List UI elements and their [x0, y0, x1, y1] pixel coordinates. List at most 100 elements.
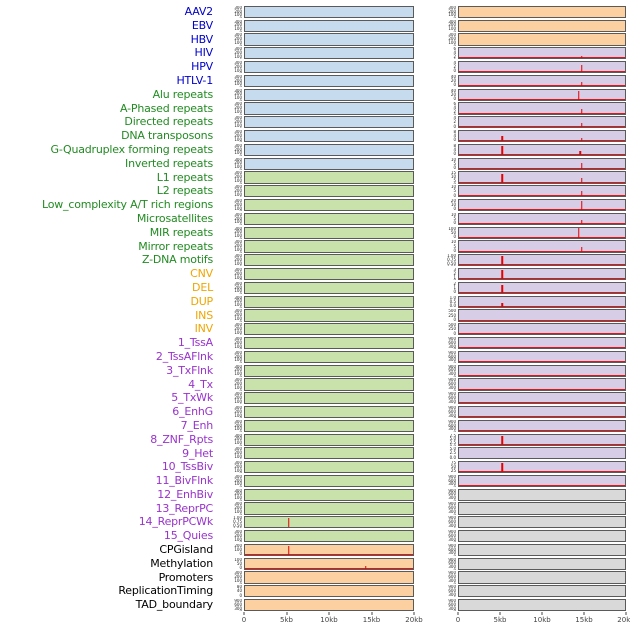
y-tick-label: 100: [234, 481, 242, 487]
y-tick-label: 0: [239, 210, 242, 211]
signal-spike: [501, 146, 503, 155]
y-tick-label: 900: [448, 336, 456, 341]
y-tick-label: 900: [448, 516, 456, 521]
y-tick-label: 6: [453, 47, 456, 52]
x-tick-mark: [583, 612, 585, 615]
signal-spike: [581, 162, 583, 169]
right-track-panel: [458, 364, 626, 377]
column-gap: [414, 46, 432, 60]
y-tick-label: 0: [239, 362, 242, 363]
y-tick-label: 4: [453, 146, 456, 152]
column-gap: [414, 336, 432, 350]
y-tick-label: 300: [448, 371, 456, 377]
track-row: 8_ZNF_Rpts30020010007.55.02.50.0: [0, 433, 630, 447]
y-tick-label: 100: [234, 53, 242, 59]
y-tick-label: 0: [453, 330, 456, 336]
y-tick-label: 0: [239, 417, 242, 418]
y-tick-label: 0: [239, 486, 242, 487]
right-track-panel: [458, 295, 626, 308]
y-tick-label: 900: [448, 557, 456, 562]
y-tick-label: 5: [453, 177, 456, 183]
y-tick-label: 0: [453, 82, 456, 87]
right-track-panel: [458, 488, 626, 501]
signal-baseline: [459, 361, 625, 362]
track-row: DEL3002001000210: [0, 281, 630, 295]
y-tick-label: 300: [448, 426, 456, 432]
x-tick-label: 20kb: [405, 616, 423, 625]
y-tick-label: 200: [234, 105, 242, 111]
y-tick-label: 7.5: [449, 433, 456, 438]
right-y-axis-ticks: 10 5 0: [432, 213, 458, 225]
y-tick-label: 100: [234, 136, 242, 142]
y-tick-label: 0.0: [450, 444, 456, 445]
y-tick-label: 300: [234, 350, 242, 355]
right-track-panel: [458, 226, 626, 239]
left-y-axis-ticks: 3002001000: [216, 102, 244, 114]
y-tick-label: 100: [234, 453, 242, 459]
track-row: MIR repeats3002001000100500: [0, 226, 630, 240]
track-label: Promoters: [158, 570, 214, 584]
left-track-panel: [244, 295, 414, 308]
y-tick-label: 50: [450, 464, 456, 470]
signal-spike: [501, 463, 503, 473]
y-tick-label: 100: [234, 67, 242, 73]
left-track-panel: [244, 212, 414, 225]
signal-spike: [581, 123, 583, 128]
y-tick-label: 0: [453, 164, 456, 170]
left-y-axis-ticks: 3002001000: [216, 447, 244, 459]
y-tick-label: 0: [239, 113, 242, 114]
y-tick-label: 100: [234, 384, 242, 390]
y-tick-label: 0: [453, 279, 456, 280]
y-tick-label: 300: [234, 488, 242, 493]
y-tick-label: 0: [239, 592, 242, 598]
y-tick-label: 200: [234, 477, 242, 483]
right-track-panel: [458, 336, 626, 350]
signal-baseline: [459, 443, 625, 445]
left-track-panel: [244, 226, 414, 239]
y-tick-label: 100: [234, 246, 242, 252]
track-label: Microsatellites: [136, 211, 213, 225]
y-tick-label: 0: [239, 293, 242, 294]
y-tick-label: 100: [234, 122, 242, 128]
left-track-panel: [244, 171, 414, 184]
y-tick-label: 100: [448, 39, 456, 45]
left-y-axis-ticks: 80 40 0: [216, 585, 244, 597]
track-label: 11_BivFlnk: [155, 474, 214, 488]
left-track-panel: [244, 543, 414, 557]
signal-baseline: [459, 347, 625, 349]
column-gap: [414, 405, 432, 419]
y-tick-label: 10: [450, 185, 456, 190]
left-y-axis-ticks: 3002001000: [216, 254, 244, 266]
track-row: 5_TxWk30020010009006003000: [0, 391, 630, 405]
track-row: 3_TxFlnk30020010009006003000: [0, 364, 630, 378]
left-track-panel: [244, 185, 414, 198]
signal-baseline: [459, 126, 625, 128]
y-tick-label: 900: [448, 502, 456, 507]
left-x-axis: 0 5kb 10kb 15kb 20kb: [242, 612, 423, 628]
left-y-axis-ticks: 3002001000: [216, 365, 244, 377]
y-tick-label: 200: [234, 394, 242, 400]
track-label: 7_Enh: [180, 418, 214, 432]
y-tick-label: 300: [448, 5, 456, 10]
column-gap: [414, 433, 432, 447]
signal-spike: [577, 228, 580, 238]
y-tick-label: 0.75: [233, 519, 242, 525]
track-row: Z-DNA motifs30020010001.000.750.500.250.…: [0, 253, 630, 267]
y-tick-label: 0: [239, 44, 242, 45]
y-tick-label: 0.25: [233, 527, 242, 528]
y-tick-label: 300: [234, 474, 242, 479]
left-y-axis-ticks: 3002001000: [216, 406, 244, 418]
y-tick-label: 2: [453, 119, 456, 125]
column-gap: [414, 295, 432, 309]
y-tick-label: 200: [234, 436, 242, 442]
column-gap: [414, 240, 432, 254]
left-track-panel: [244, 378, 414, 391]
y-tick-label: 300: [448, 412, 456, 418]
track-row: CPGisland20010009006003000: [0, 543, 630, 557]
y-tick-label: 5: [453, 188, 456, 194]
